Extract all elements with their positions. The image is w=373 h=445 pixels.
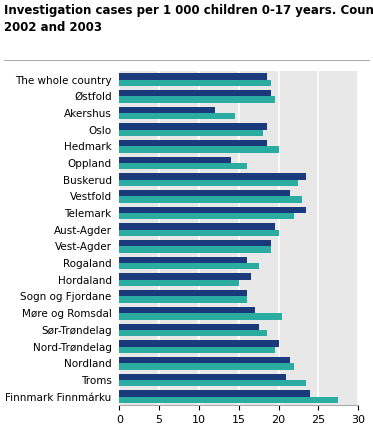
Bar bbox=[119, 307, 255, 313]
Bar bbox=[119, 240, 270, 247]
Bar bbox=[119, 263, 258, 269]
Bar bbox=[119, 340, 279, 347]
Bar bbox=[119, 290, 247, 296]
Bar bbox=[119, 213, 294, 219]
Bar bbox=[119, 273, 251, 280]
Bar bbox=[119, 380, 306, 386]
Bar bbox=[119, 280, 239, 286]
Bar bbox=[119, 223, 275, 230]
Text: Investigation cases per 1 000 children 0-17 years. County.: Investigation cases per 1 000 children 0… bbox=[4, 4, 373, 17]
Bar bbox=[119, 257, 247, 263]
Bar bbox=[119, 206, 306, 213]
Bar bbox=[119, 96, 275, 102]
Bar bbox=[119, 73, 267, 80]
Bar bbox=[119, 163, 247, 169]
Bar bbox=[119, 123, 267, 129]
Bar bbox=[119, 313, 282, 320]
Bar bbox=[119, 140, 267, 146]
Bar bbox=[119, 113, 235, 119]
Bar bbox=[119, 324, 258, 330]
Bar bbox=[119, 196, 303, 202]
Bar bbox=[119, 230, 279, 236]
Bar bbox=[119, 357, 291, 363]
Bar bbox=[119, 180, 298, 186]
Bar bbox=[119, 173, 306, 180]
Bar bbox=[119, 157, 231, 163]
Bar bbox=[119, 106, 215, 113]
Bar bbox=[119, 80, 270, 86]
Text: 2002 and 2003: 2002 and 2003 bbox=[4, 21, 102, 34]
Bar bbox=[119, 396, 338, 403]
Bar bbox=[119, 373, 286, 380]
Bar bbox=[119, 190, 291, 196]
Bar bbox=[119, 247, 270, 253]
Bar bbox=[119, 390, 310, 396]
Legend: 2002, 2003: 2002, 2003 bbox=[175, 444, 303, 445]
Bar bbox=[119, 330, 267, 336]
Bar bbox=[119, 129, 263, 136]
Bar bbox=[119, 296, 247, 303]
Bar bbox=[119, 146, 279, 153]
Bar bbox=[119, 363, 294, 369]
Bar bbox=[119, 347, 275, 353]
Bar bbox=[119, 90, 270, 96]
